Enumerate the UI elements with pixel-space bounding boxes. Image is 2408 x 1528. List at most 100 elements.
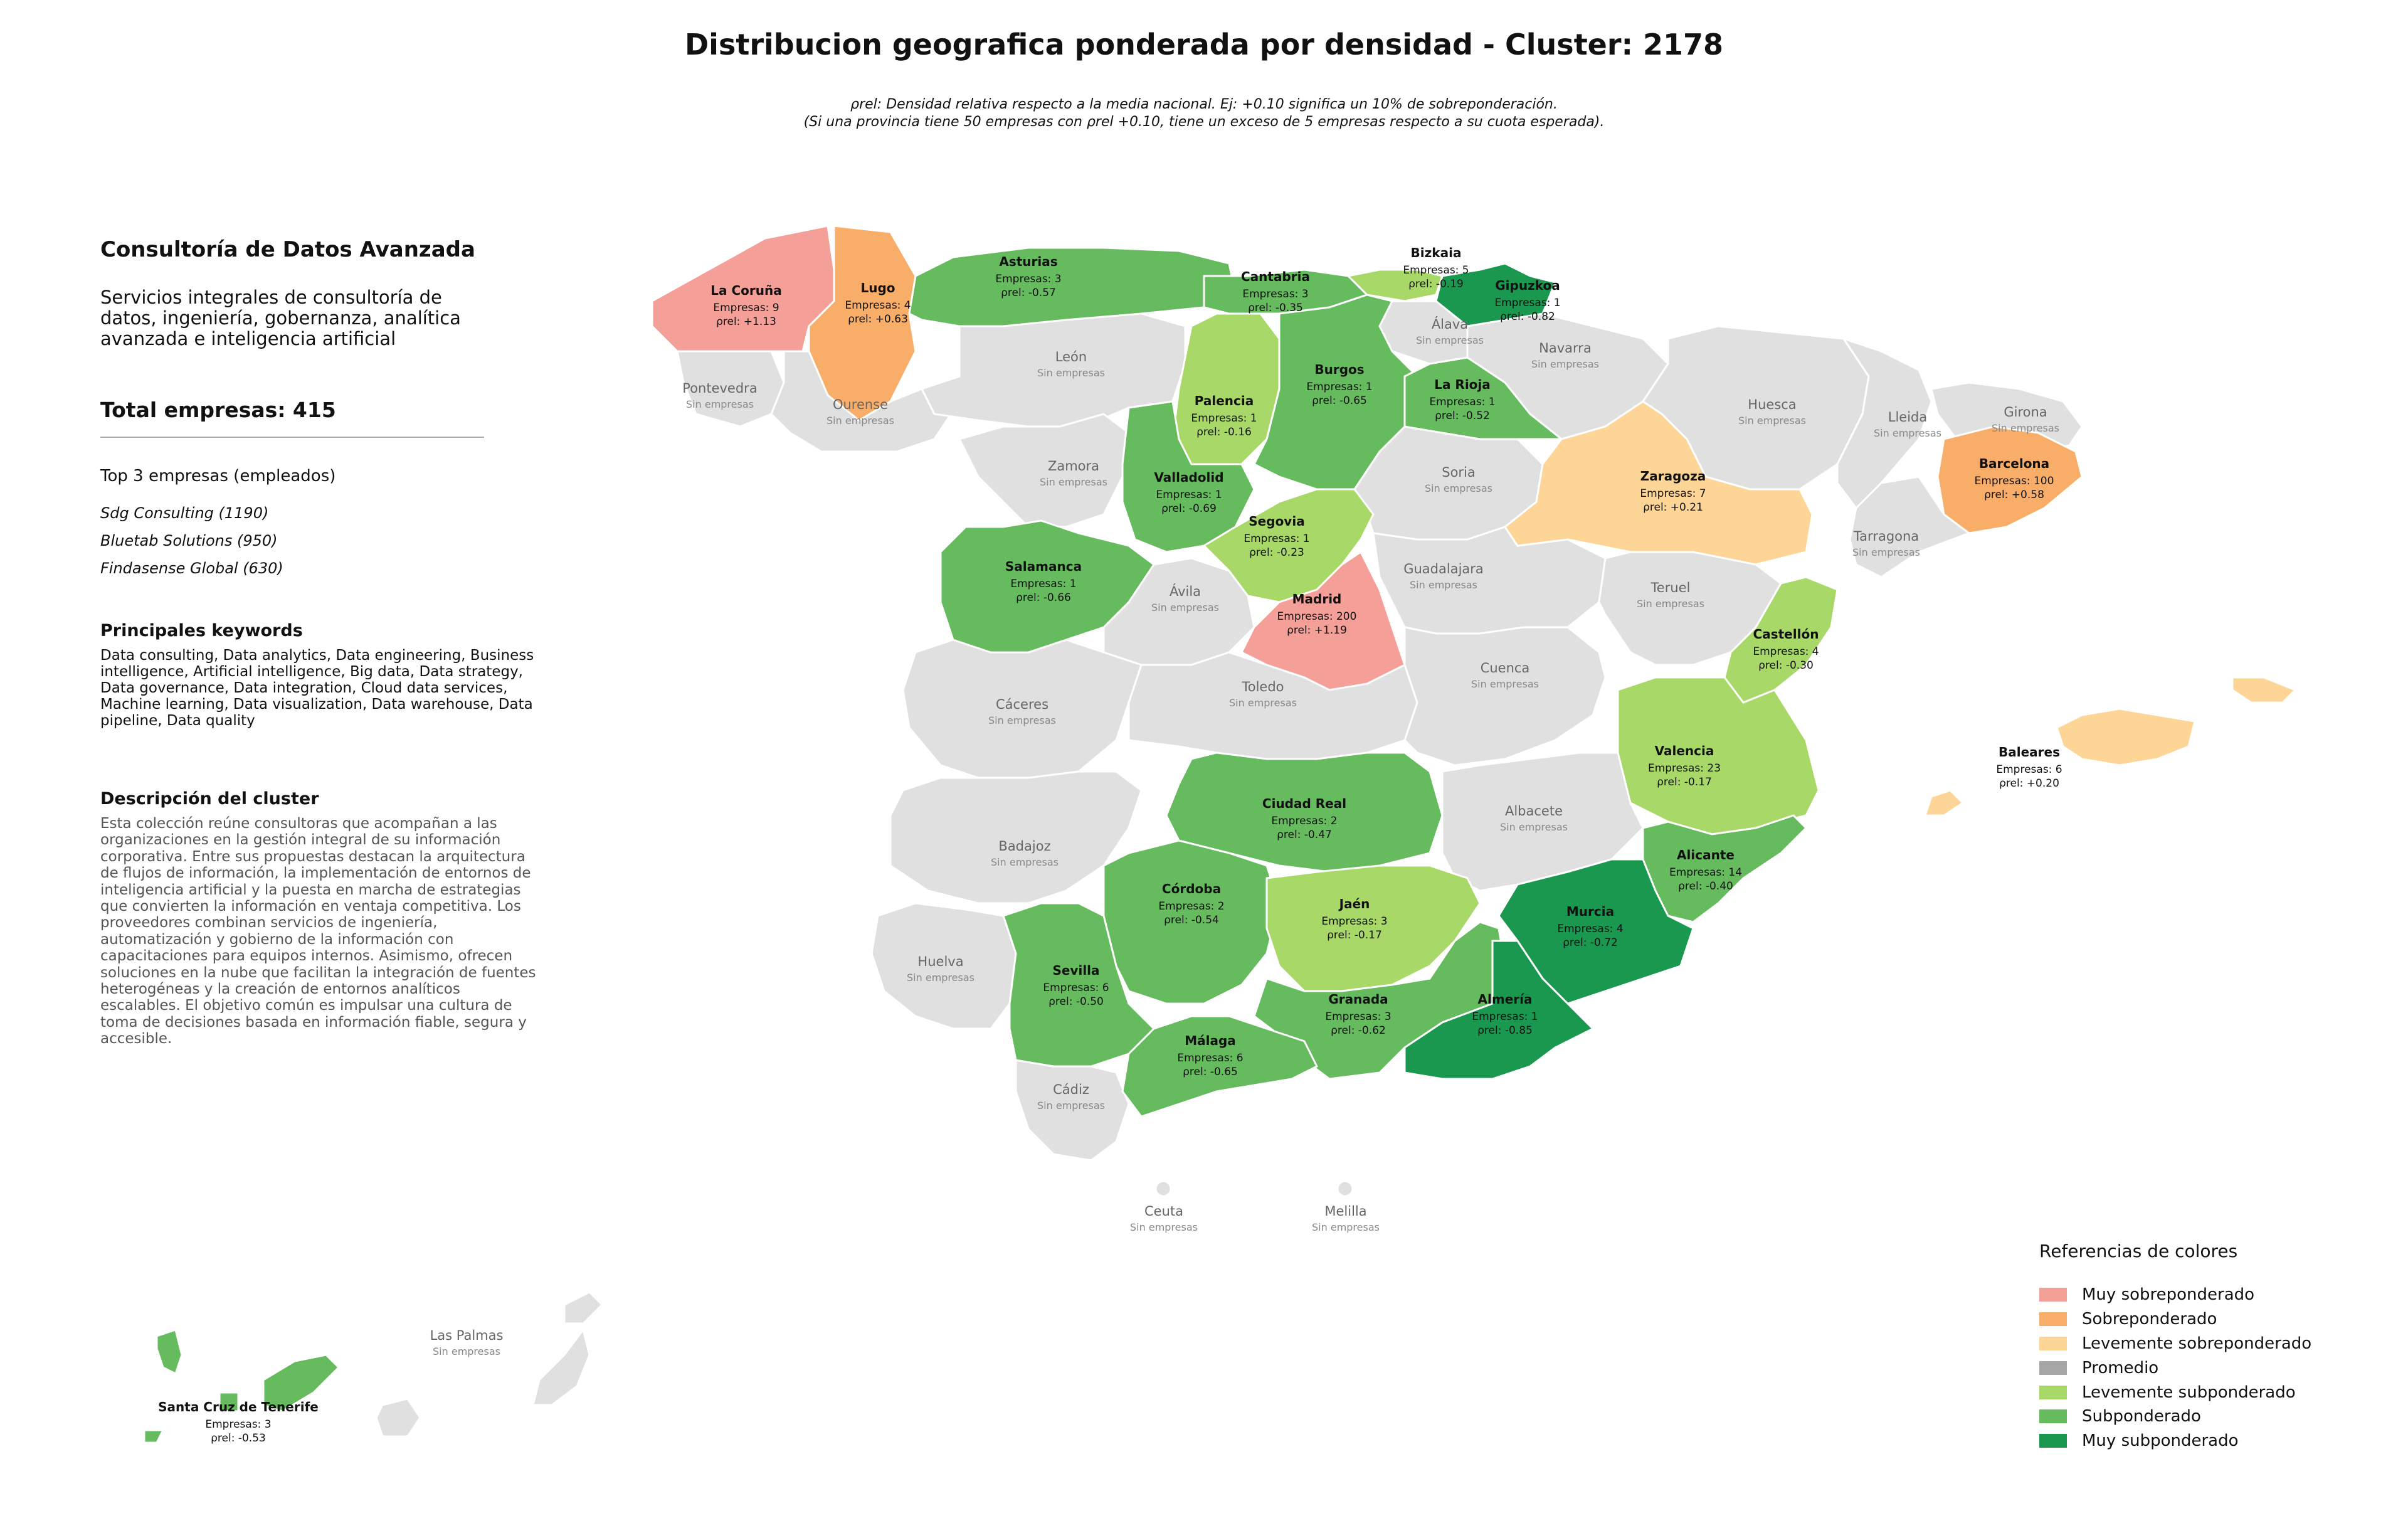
province-label-girona: Girona — [2004, 405, 2047, 420]
province-castellon — [1723, 576, 1839, 704]
province-label-castellon: Castellón — [1753, 627, 1819, 642]
province-madrid — [1240, 550, 1406, 691]
chart-title: Distribucion geografica ponderada por de… — [685, 28, 1723, 61]
province-rho: ρrel: -0.69 — [1161, 502, 1217, 515]
province-label-cadiz: Cádiz — [1053, 1082, 1089, 1097]
province-companies: Empresas: 200 — [1277, 610, 1357, 623]
province-huelva — [870, 902, 1017, 1030]
province-label-huelva: Huelva — [917, 954, 963, 969]
province-asturias — [908, 247, 1237, 327]
sidebar-divider — [100, 437, 484, 438]
province-label-ourense: Ourense — [833, 397, 888, 412]
province-companies: Empresas: 4 — [1557, 923, 1623, 935]
province-label-cantabria: Cantabria — [1241, 269, 1310, 284]
province-empty-note: Sin empresas — [1471, 678, 1539, 690]
legend-item: Levemente sobreponderado — [2039, 1332, 2390, 1356]
legend-label: Muy sobreponderado — [2082, 1285, 2255, 1305]
province-empty-note: Sin empresas — [686, 398, 754, 410]
province-tarragona — [1849, 475, 1972, 578]
province-label-lleida: Lleida — [1888, 410, 1928, 425]
legend-swatch — [2039, 1288, 2067, 1302]
province-barcelona — [1936, 425, 2083, 534]
province-rho: ρrel: -0.85 — [1477, 1024, 1533, 1037]
province-label-badajoz: Badajoz — [998, 839, 1050, 854]
cluster-description-text: Esta colección reúne consultoras que aco… — [100, 815, 536, 1048]
province-companies: Empresas: 1 — [1429, 396, 1495, 408]
province-label-ceuta: Ceuta — [1144, 1204, 1183, 1219]
province-rho: ρrel: +1.13 — [716, 316, 776, 328]
province-rho: ρrel: +0.58 — [1984, 489, 2044, 501]
province-label-lugo: Lugo — [860, 280, 895, 295]
province-malaga — [1121, 1015, 1319, 1118]
province-label-malaga: Málaga — [1185, 1033, 1236, 1048]
province-label-sevilla: Sevilla — [1052, 963, 1099, 978]
province-label-alava: Álava — [1432, 316, 1468, 332]
province-companies: Empresas: 23 — [1648, 762, 1721, 775]
province-empty-note: Sin empresas — [1151, 602, 1219, 613]
province-empty-note: Sin empresas — [1500, 821, 1568, 833]
province-label-granada: Granada — [1328, 992, 1388, 1007]
province-salamanca — [939, 519, 1156, 654]
province-companies: Empresas: 1 — [1494, 297, 1560, 309]
subtitle-line-1: ρrel: Densidad relativa respecto a la me… — [850, 97, 1558, 112]
province-label-madrid: Madrid — [1292, 592, 1342, 607]
province-empty-note: Sin empresas — [1416, 334, 1484, 346]
province-empty-note: Sin empresas — [1874, 427, 1941, 439]
province-palencia — [1171, 312, 1281, 465]
top-company-3: Findasense Global (630) — [100, 560, 283, 577]
province-label-teruel: Teruel — [1650, 580, 1691, 595]
province-santa-cruz-de-tenerife — [143, 1329, 341, 1444]
province-label-huesca: Huesca — [1748, 397, 1796, 412]
province-label-valladolid: Valladolid — [1154, 470, 1223, 485]
province-companies: Empresas: 100 — [1975, 475, 2054, 487]
province-companies: Empresas: 3 — [995, 273, 1061, 285]
province-rho: ρrel: -0.82 — [1500, 310, 1555, 323]
province-companies: Empresas: 1 — [1244, 533, 1309, 545]
province-rho: ρrel: +1.19 — [1287, 624, 1347, 637]
province-zaragoza — [1503, 400, 1814, 566]
province-empty-note: Sin empresas — [1852, 546, 1920, 558]
province-empty-note: Sin empresas — [1425, 482, 1492, 494]
legend-label: Sobreponderado — [2082, 1310, 2217, 1329]
province-companies: Empresas: 4 — [845, 299, 911, 312]
province-label-albacete: Albacete — [1505, 804, 1563, 819]
legend-swatch — [2039, 1336, 2067, 1350]
legend-item: Levemente subponderado — [2039, 1380, 2390, 1404]
province-empty-note: Sin empresas — [991, 856, 1059, 868]
province-rho: ρrel: -0.35 — [1248, 302, 1303, 314]
province-empty-note: Sin empresas — [907, 972, 974, 984]
province-label-santa-cruz-de-tenerife: Santa Cruz de Tenerife — [158, 1399, 319, 1414]
province-rho: ρrel: -0.19 — [1408, 278, 1464, 290]
province-companies: Empresas: 3 — [1242, 288, 1308, 300]
legend-item: Promedio — [2039, 1356, 2390, 1380]
top-company-2: Bluetab Solutions (950) — [100, 532, 278, 549]
subtitle-line-2: (Si una provincia tiene 50 empresas con … — [803, 114, 1605, 130]
province-empty-note: Sin empresas — [1040, 476, 1107, 488]
legend-label: Promedio — [2082, 1358, 2159, 1377]
province-companies: Empresas: 14 — [1669, 866, 1742, 879]
province-rho: ρrel: -0.16 — [1196, 426, 1252, 438]
legend-item: Subponderado — [2039, 1404, 2390, 1429]
province-label-cuenca: Cuenca — [1481, 661, 1530, 676]
province-label-salamanca: Salamanca — [1005, 559, 1082, 574]
keywords-heading: Principales keywords — [100, 621, 303, 640]
province-rho: ρrel: -0.65 — [1312, 395, 1367, 407]
province-empty-note: Sin empresas — [1130, 1221, 1198, 1233]
total-companies: Total empresas: 415 — [100, 398, 336, 422]
province-rho: ρrel: +0.63 — [848, 313, 908, 326]
province-companies: Empresas: 1 — [1156, 489, 1222, 501]
province-label-jaen: Jaén — [1338, 896, 1370, 911]
province-label-murcia: Murcia — [1566, 904, 1614, 919]
province-empty-note: Sin empresas — [1637, 598, 1704, 610]
province-rho: ρrel: -0.65 — [1183, 1066, 1238, 1078]
province-ceuta — [1154, 1180, 1172, 1197]
province-label-burgos: Burgos — [1314, 362, 1364, 377]
province-rho: ρrel: -0.23 — [1249, 546, 1304, 559]
province-companies: Empresas: 6 — [1996, 763, 2062, 776]
province-label-barcelona: Barcelona — [1979, 456, 2049, 471]
province-rho: ρrel: -0.54 — [1164, 914, 1219, 926]
legend-swatch — [2039, 1385, 2067, 1399]
province-empty-note: Sin empresas — [1037, 1100, 1105, 1112]
province-rho: ρrel: -0.17 — [1657, 776, 1712, 788]
province-companies: Empresas: 1 — [1010, 578, 1076, 590]
